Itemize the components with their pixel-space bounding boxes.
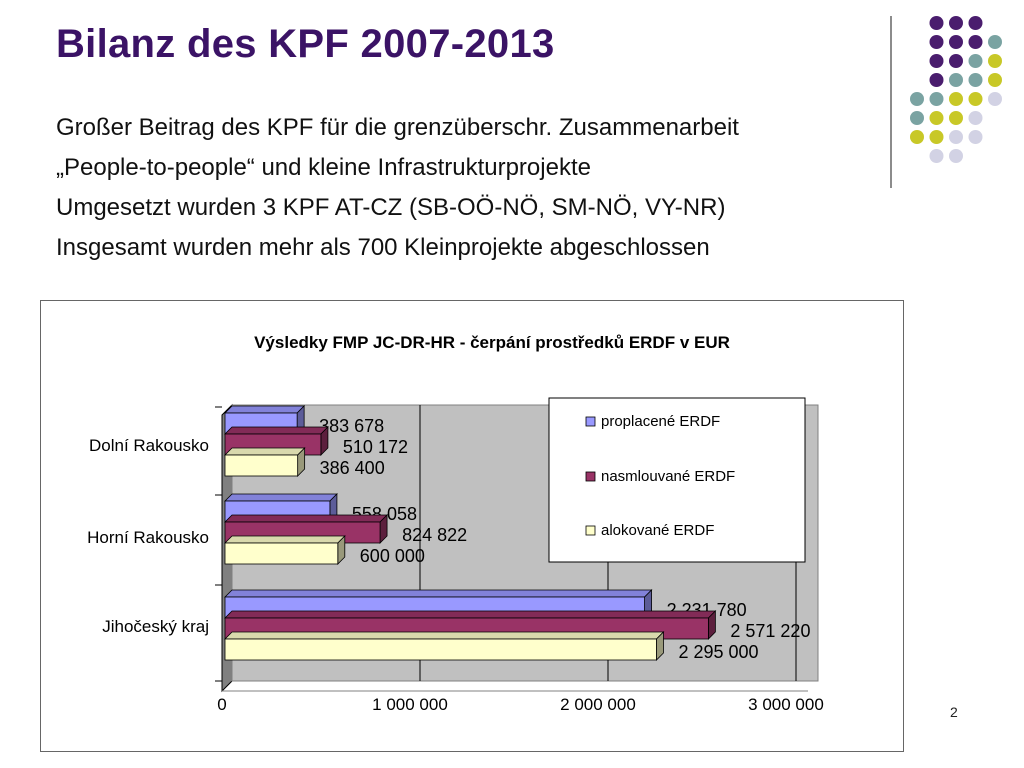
bullet-item: „People-to-people“ und kleine Infrastruk… — [56, 154, 591, 181]
bar-top-face — [224, 631, 665, 640]
decor-dot — [968, 35, 983, 49]
bar-top-face — [224, 493, 338, 502]
decor-dot — [968, 54, 983, 68]
legend-label: proplacené ERDF — [601, 413, 720, 430]
decor-dot — [988, 92, 1002, 106]
legend-swatch — [585, 416, 596, 427]
bullet-list: Großer Beitrag des KPF für die grenzüber… — [56, 108, 739, 268]
x-tick-label: 1 000 000 — [372, 695, 448, 714]
decor-dot — [949, 54, 963, 68]
bullet-item: Insgesamt wurden mehr als 700 Kleinproje… — [56, 234, 710, 261]
bar — [224, 542, 339, 565]
decor-dot — [929, 149, 944, 163]
legend-swatch — [585, 525, 596, 536]
bar-top-face — [224, 610, 717, 619]
bar-top-face — [224, 405, 306, 414]
bar-top-face — [224, 535, 346, 544]
decor-dot — [929, 73, 944, 87]
slide-title: Bilanz des KPF 2007-2013 — [56, 22, 555, 66]
bar-value-label: 2 571 220 — [730, 621, 810, 641]
decor-dot — [988, 73, 1002, 87]
legend-swatch — [585, 471, 596, 482]
decor-dot — [968, 92, 983, 106]
decor-dot — [949, 73, 963, 87]
bar-value-label: 510 172 — [343, 437, 408, 457]
category-label: Dolní Rakousko — [89, 436, 209, 455]
decor-dot — [929, 16, 944, 30]
decor-dot — [949, 130, 963, 144]
bar-top-face — [224, 447, 306, 456]
decor-dot — [968, 130, 983, 144]
x-tick-label: 2 000 000 — [560, 695, 636, 714]
decor-dot — [910, 130, 924, 144]
bar-value-label: 2 295 000 — [678, 642, 758, 662]
legend-label: alokované ERDF — [601, 522, 714, 539]
bar-top-face — [224, 426, 329, 435]
category-label: Jihočeský kraj — [102, 617, 209, 636]
decor-dot — [988, 35, 1002, 49]
decor-dot — [988, 54, 1002, 68]
page-number: 2 — [950, 704, 958, 720]
bar-value-label: 824 822 — [402, 525, 467, 545]
bullet-item: Umgesetzt wurden 3 KPF AT-CZ (SB-OÖ-NÖ, … — [56, 194, 726, 221]
chart-frame: Výsledky FMP JC-DR-HR - čerpání prostřed… — [40, 300, 904, 752]
bar — [224, 638, 657, 661]
decor-dot — [949, 111, 963, 125]
decor-dot — [949, 35, 963, 49]
x-tick-label: 3 000 000 — [748, 695, 824, 714]
bar-value-label: 600 000 — [360, 546, 425, 566]
bar-top-face — [224, 514, 389, 523]
x-tick-label: 0 — [217, 695, 226, 714]
bullet-item: Großer Beitrag des KPF für die grenzüber… — [56, 114, 739, 141]
legend-label: nasmlouvané ERDF — [601, 468, 735, 485]
decor-dot — [910, 92, 924, 106]
chart-title: Výsledky FMP JC-DR-HR - čerpání prostřed… — [254, 333, 730, 352]
decor-dot-grid — [910, 16, 1002, 163]
decor-dot — [929, 35, 944, 49]
decor-dot — [968, 16, 983, 30]
decor-dot — [910, 111, 924, 125]
decor-dot — [929, 54, 944, 68]
decor-dot — [929, 130, 944, 144]
decor-dot — [929, 111, 944, 125]
decor-dot — [949, 16, 963, 30]
bar-value-label: 383 678 — [319, 416, 384, 436]
bar — [224, 454, 299, 477]
category-label: Horní Rakousko — [87, 528, 209, 547]
decor-dot — [968, 111, 983, 125]
decor-dot — [929, 92, 944, 106]
decor-dot — [968, 73, 983, 87]
bar-chart: Výsledky FMP JC-DR-HR - čerpání prostřed… — [87, 333, 824, 714]
bar-value-label: 386 400 — [320, 458, 385, 478]
decor-dot — [949, 92, 963, 106]
bar-top-face — [224, 589, 653, 598]
decor-divider-line — [890, 16, 892, 188]
decor-dot — [949, 149, 963, 163]
